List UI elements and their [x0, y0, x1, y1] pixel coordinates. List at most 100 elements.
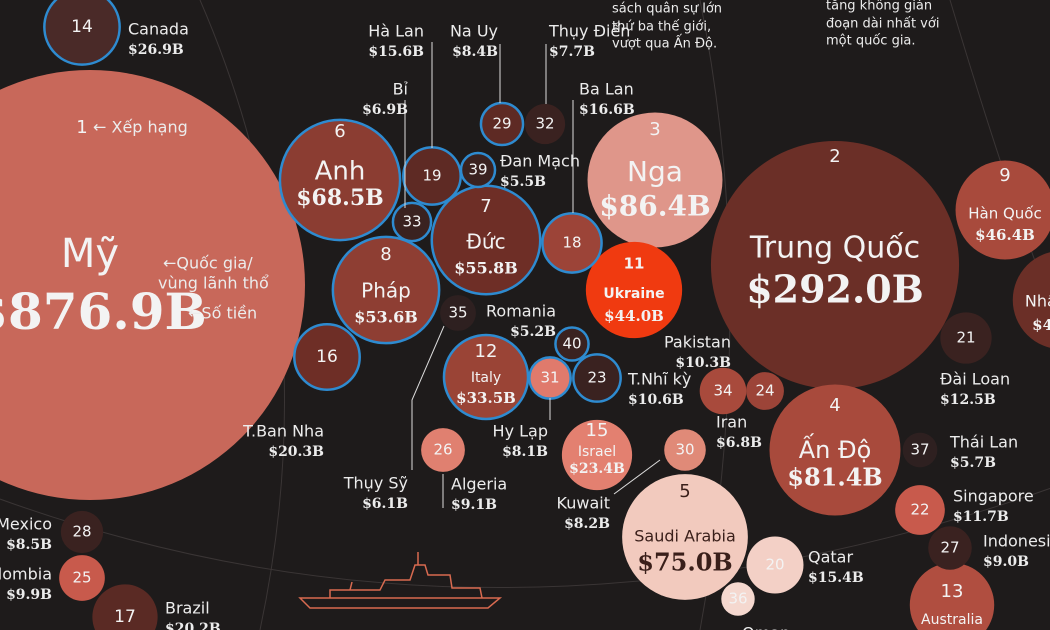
- country-name: Anh: [315, 157, 366, 187]
- rank: 16: [316, 347, 338, 367]
- value-label: $5.5B: [500, 174, 546, 190]
- bubble: [331, 235, 441, 345]
- country-name: Ba Lan: [579, 80, 634, 99]
- country-name: Oman: [742, 624, 790, 630]
- value-label: $6.1B: [362, 496, 408, 512]
- rank: 12: [475, 341, 498, 362]
- rank: 26: [433, 441, 452, 459]
- value-label: $53.6B: [354, 308, 418, 327]
- rank: 7: [480, 196, 491, 217]
- bubble: [459, 151, 497, 189]
- rank: 39: [468, 161, 487, 179]
- value-label: $292.0B: [746, 267, 924, 312]
- rank: 22: [910, 501, 929, 519]
- value-label: $9.1B: [451, 497, 497, 513]
- country-name: Na Uy: [450, 22, 498, 41]
- annotation: ←Quốc gia/: [163, 254, 253, 273]
- value-label: $6.8B: [716, 435, 762, 451]
- bubble: [524, 103, 566, 145]
- bubble: [769, 384, 901, 516]
- country-name: Indonesia: [983, 532, 1050, 551]
- country-name: Singapore: [953, 487, 1034, 506]
- annotation: ←Số tiền: [188, 304, 257, 323]
- value-label: $33.5B: [456, 389, 516, 407]
- rank: 27: [940, 539, 959, 557]
- rank: 29: [492, 115, 511, 133]
- note-text: một quốc gia.: [826, 34, 916, 49]
- value-label: $55.8B: [454, 259, 518, 278]
- bubble: [928, 526, 972, 570]
- country-name: Iran: [716, 413, 747, 432]
- country-name: Đức: [466, 230, 505, 254]
- rank: 37: [910, 441, 929, 459]
- rank: 15: [586, 420, 609, 441]
- value-label: $5.7B: [950, 455, 996, 471]
- value-label: $8.2B: [564, 516, 610, 532]
- value-label: $26.9B: [128, 42, 184, 58]
- bubble: [699, 367, 747, 415]
- value-label: $86.4B: [599, 190, 710, 223]
- bubble: [622, 474, 748, 600]
- value-label: $75.0B: [637, 548, 732, 577]
- rank: 13: [941, 581, 964, 602]
- country-name: Ấn Độ: [799, 432, 872, 464]
- note-text: tăng không gián: [826, 0, 932, 14]
- value-label: $12.5B: [940, 392, 996, 408]
- bubble: [587, 112, 723, 248]
- rank: 32: [535, 115, 554, 133]
- bubble: [909, 562, 995, 630]
- country-name: Thụy Sỹ: [343, 474, 408, 493]
- bubble: [554, 326, 590, 362]
- bubble: [710, 140, 960, 390]
- rank: 5: [679, 481, 690, 502]
- country-name: T.Nhĩ kỳ: [627, 370, 691, 389]
- bubble: [421, 428, 465, 472]
- country-name: Australia: [921, 612, 983, 628]
- bubble: [43, 0, 121, 66]
- value-label: $9.0B: [983, 554, 1029, 570]
- rank: 4: [829, 395, 840, 416]
- bubble: [721, 582, 755, 616]
- country-name: Italy: [471, 370, 501, 386]
- bubble: [59, 555, 105, 601]
- value-label: $46.4B: [975, 226, 1035, 244]
- bubble: [440, 295, 476, 331]
- note-text: đoạn dài nhất với: [826, 17, 939, 32]
- value-label: $9.9B: [6, 587, 52, 603]
- value-label: $10.3B: [675, 355, 731, 371]
- annotation: ← Xếp hạng: [93, 118, 188, 137]
- ship-icon: [298, 552, 503, 609]
- bubble: [479, 101, 525, 147]
- bubble: [746, 536, 804, 594]
- country-name: Đài Loan: [940, 370, 1010, 389]
- bubble: [572, 353, 622, 403]
- value-label: $46.0B: [1032, 316, 1050, 334]
- country-name: Algeria: [451, 475, 507, 494]
- rank: 9: [999, 165, 1010, 186]
- rank: 28: [72, 523, 91, 541]
- country-name: Hy Lạp: [493, 422, 548, 441]
- bubble: [391, 201, 433, 243]
- country-name: Hà Lan: [368, 22, 424, 41]
- rank: 20: [765, 556, 784, 574]
- rank: 17: [114, 607, 136, 627]
- country-name: Hàn Quốc: [968, 205, 1041, 223]
- rank: 35: [448, 304, 467, 322]
- bubble: [955, 160, 1050, 260]
- value-label: $11.7B: [953, 509, 1009, 525]
- rank: 23: [587, 369, 606, 387]
- leader-line: [411, 325, 445, 470]
- bubble: [1012, 252, 1050, 348]
- value-label: $10.6B: [628, 392, 684, 408]
- bubble: [0, 70, 305, 500]
- bubble: [92, 584, 158, 630]
- country-name: Kuwait: [557, 494, 610, 513]
- bubble: [940, 312, 992, 364]
- bubble: [293, 323, 361, 391]
- country-name: Trung Quốc: [749, 231, 920, 266]
- country-name: Thụy Điển: [548, 22, 630, 41]
- rank: 11: [624, 255, 645, 273]
- bubble: [561, 419, 633, 491]
